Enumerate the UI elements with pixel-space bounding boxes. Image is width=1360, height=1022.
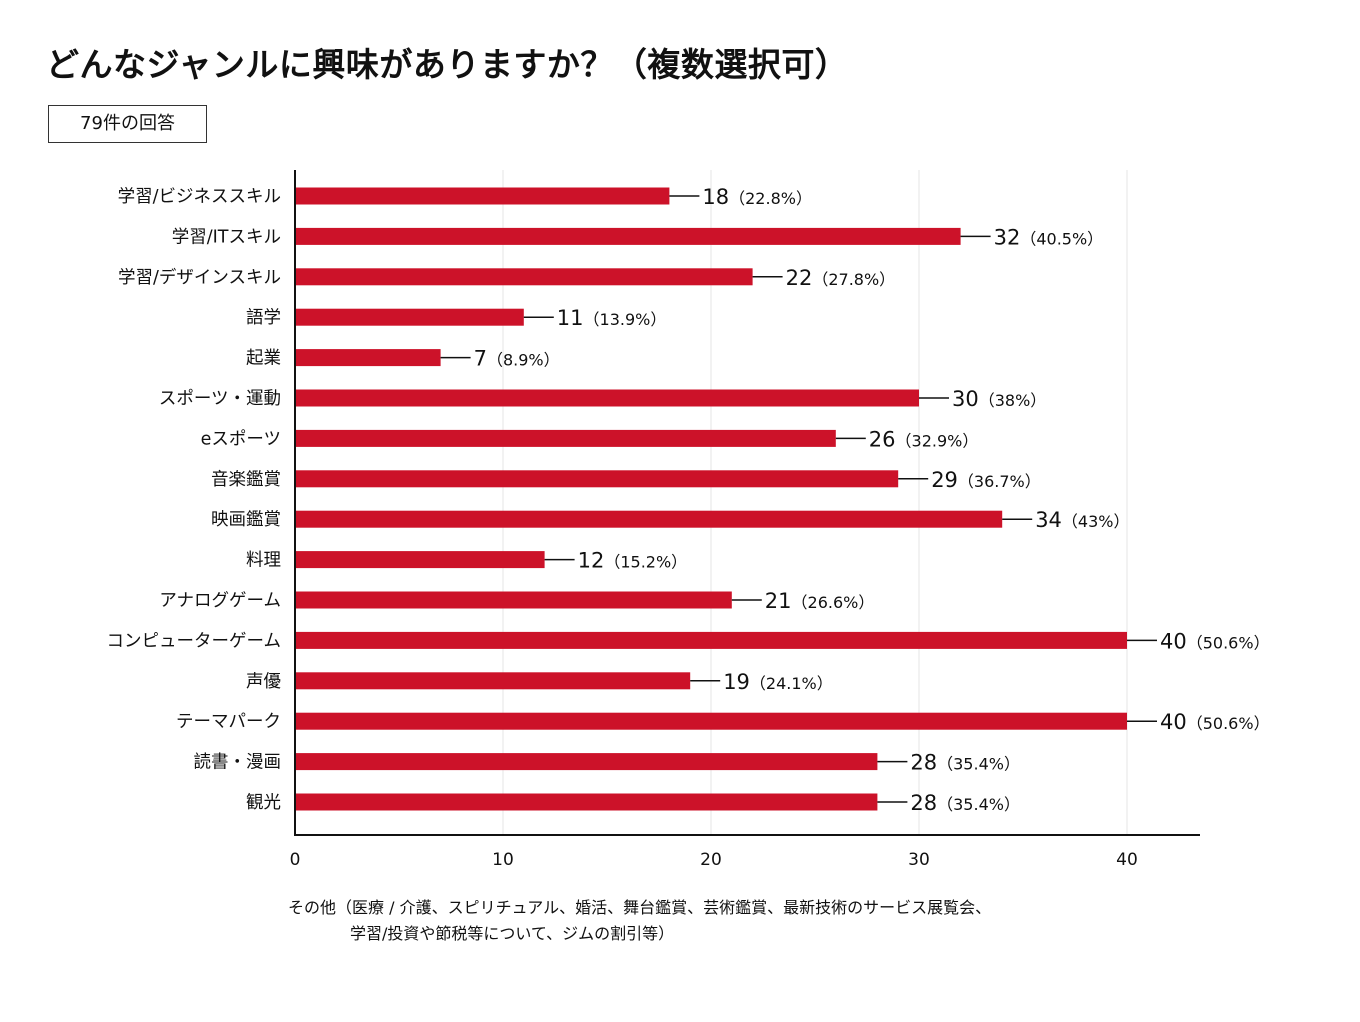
category-label-15: 観光 (246, 793, 281, 813)
value-number-1: 32 (994, 225, 1021, 249)
category-label-10: アナログゲーム (159, 591, 281, 611)
value-percent-13: （50.6%） (1187, 714, 1270, 733)
bar-7 (295, 470, 899, 488)
category-label-9: 料理 (246, 551, 281, 571)
value-number-9: 12 (578, 549, 605, 573)
bar-1 (295, 227, 961, 245)
footnote-line-1: その他（医療 / 介護、スピリチュアル、婚活、舞台鑑賞、芸術鑑賞、最新技術のサー… (288, 898, 992, 917)
category-label-7: 音楽鑑賞 (211, 470, 281, 490)
value-percent-7: （36.7%） (958, 472, 1041, 491)
bar-9 (295, 551, 545, 569)
bar-15 (295, 793, 878, 811)
footnote: その他（医療 / 介護、スピリチュアル、婚活、舞台鑑賞、芸術鑑賞、最新技術のサー… (288, 895, 991, 947)
bar-11 (295, 631, 1127, 649)
bar-10 (295, 591, 732, 609)
value-number-10: 21 (765, 589, 792, 613)
value-number-7: 29 (931, 468, 958, 492)
value-number-6: 26 (869, 427, 896, 451)
value-number-14: 28 (910, 751, 937, 775)
bars (295, 187, 1127, 811)
value-label-10: 21（26.6%） (765, 589, 875, 613)
value-number-12: 19 (723, 670, 750, 694)
value-number-4: 7 (474, 347, 487, 371)
x-tick-label-10: 10 (492, 850, 514, 870)
category-label-6: eスポーツ (201, 429, 281, 449)
value-percent-0: （22.8%） (729, 189, 812, 208)
response-count-badge: 79件の回答 (48, 105, 207, 143)
value-label-13: 40（50.6%） (1160, 710, 1270, 734)
value-label-0: 18（22.8%） (702, 185, 812, 209)
bar-3 (295, 308, 524, 326)
value-percent-10: （26.6%） (792, 593, 875, 612)
value-number-8: 34 (1035, 508, 1062, 532)
value-number-0: 18 (702, 185, 729, 209)
bar-0 (295, 187, 670, 205)
value-percent-5: （38%） (979, 391, 1047, 410)
x-tick-label-40: 40 (1116, 850, 1138, 870)
value-label-3: 11（13.9%） (557, 306, 667, 330)
category-label-13: テーマパーク (176, 712, 281, 732)
category-label-5: スポーツ・運動 (159, 389, 281, 409)
value-label-4: 7（8.9%） (474, 347, 560, 371)
footnote-line-2: 学習/投資や節税等について、ジムの割引等） (350, 924, 675, 943)
value-percent-6: （32.9%） (896, 431, 979, 450)
value-number-15: 28 (910, 791, 937, 815)
x-tick-label-0: 0 (290, 850, 301, 870)
category-label-0: 学習/ビジネススキル (118, 187, 281, 207)
category-label-3: 語学 (246, 308, 281, 328)
category-label-8: 映画鑑賞 (211, 510, 281, 530)
category-label-4: 起業 (246, 349, 281, 369)
value-label-6: 26（32.9%） (869, 427, 979, 451)
value-number-3: 11 (557, 306, 584, 330)
value-label-8: 34（43%） (1035, 508, 1129, 532)
category-label-14: 読書・漫画 (194, 753, 282, 773)
bar-12 (295, 672, 691, 690)
value-percent-1: （40.5%） (1020, 229, 1103, 248)
value-percent-4: （8.9%） (487, 351, 560, 370)
x-tick-label-20: 20 (700, 850, 722, 870)
bar-4 (295, 349, 441, 367)
value-number-2: 22 (786, 266, 813, 290)
value-label-1: 32（40.5%） (994, 225, 1104, 249)
value-percent-15: （35.4%） (937, 795, 1020, 814)
value-label-7: 29（36.7%） (931, 468, 1041, 492)
category-label-12: 声優 (246, 672, 281, 692)
bar-14 (295, 753, 878, 771)
category-label-11: コンピューターゲーム (107, 631, 281, 651)
bar-2 (295, 268, 753, 286)
value-percent-14: （35.4%） (937, 755, 1020, 774)
x-tick-label-30: 30 (908, 850, 930, 870)
chart-title: どんなジャンルに興味がありますか？（複数選択可） (46, 45, 849, 84)
value-label-12: 19（24.1%） (723, 670, 833, 694)
value-percent-3: （13.9%） (584, 310, 667, 329)
value-number-11: 40 (1160, 629, 1187, 653)
bar-13 (295, 712, 1127, 730)
category-label-1: 学習/ITスキル (172, 227, 281, 247)
value-percent-2: （27.8%） (812, 270, 895, 289)
axes (294, 170, 1200, 836)
value-percent-9: （15.2%） (604, 553, 687, 572)
value-percent-12: （24.1%） (750, 674, 833, 693)
value-label-15: 28（35.4%） (910, 791, 1020, 815)
value-label-5: 30（38%） (952, 387, 1046, 411)
value-label-9: 12（15.2%） (578, 549, 688, 573)
value-number-5: 30 (952, 387, 979, 411)
value-percent-11: （50.6%） (1187, 633, 1270, 652)
category-label-2: 学習/デザインスキル (118, 267, 281, 288)
bar-5 (295, 389, 919, 407)
value-label-11: 40（50.6%） (1160, 629, 1270, 653)
value-label-14: 28（35.4%） (910, 751, 1020, 775)
value-label-2: 22（27.8%） (786, 266, 896, 290)
value-number-13: 40 (1160, 710, 1187, 734)
value-percent-8: （43%） (1062, 512, 1130, 531)
bar-8 (295, 510, 1003, 528)
bar-6 (295, 429, 836, 447)
